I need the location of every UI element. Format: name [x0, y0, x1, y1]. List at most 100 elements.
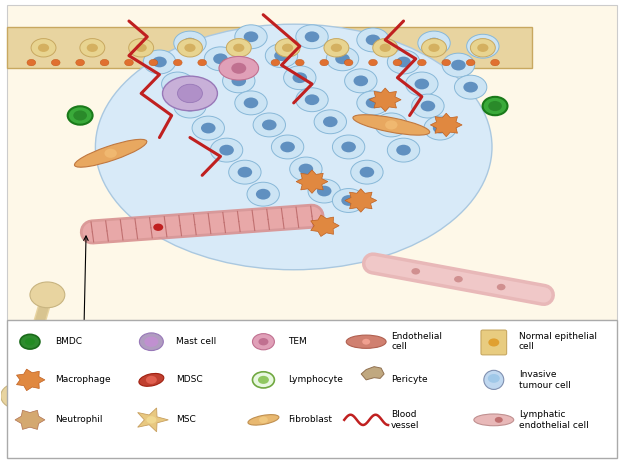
Text: MDSC: MDSC	[176, 375, 203, 384]
Circle shape	[495, 417, 503, 423]
Circle shape	[438, 119, 454, 131]
Circle shape	[293, 72, 307, 83]
Circle shape	[232, 76, 246, 86]
Circle shape	[38, 44, 49, 52]
Circle shape	[31, 39, 56, 57]
Circle shape	[1, 383, 36, 409]
FancyBboxPatch shape	[481, 330, 507, 355]
Circle shape	[253, 113, 285, 137]
Circle shape	[73, 111, 87, 120]
Circle shape	[246, 59, 255, 66]
Circle shape	[388, 138, 420, 162]
Circle shape	[326, 47, 359, 71]
Circle shape	[144, 337, 158, 347]
Circle shape	[357, 28, 389, 52]
Circle shape	[417, 59, 426, 66]
Ellipse shape	[162, 76, 217, 111]
Circle shape	[61, 342, 84, 358]
Text: BMDC: BMDC	[55, 337, 82, 346]
Circle shape	[475, 41, 490, 52]
Circle shape	[262, 119, 276, 130]
Circle shape	[385, 120, 397, 130]
Circle shape	[422, 39, 447, 57]
Circle shape	[20, 334, 40, 349]
Polygon shape	[311, 215, 339, 236]
Ellipse shape	[484, 370, 504, 390]
Ellipse shape	[248, 414, 279, 425]
Circle shape	[274, 50, 289, 61]
Circle shape	[464, 82, 478, 93]
Circle shape	[227, 39, 251, 57]
Circle shape	[373, 39, 397, 57]
Circle shape	[235, 25, 267, 49]
Circle shape	[424, 116, 456, 140]
Circle shape	[296, 88, 328, 112]
FancyBboxPatch shape	[7, 27, 532, 68]
Circle shape	[351, 160, 383, 184]
Circle shape	[87, 44, 98, 52]
Text: Lymphocyte: Lymphocyte	[288, 375, 343, 384]
Circle shape	[477, 44, 489, 52]
Circle shape	[177, 39, 202, 57]
Circle shape	[27, 59, 36, 66]
Circle shape	[198, 59, 207, 66]
Circle shape	[369, 59, 378, 66]
Circle shape	[299, 164, 313, 174]
Circle shape	[341, 142, 356, 152]
Circle shape	[282, 44, 293, 52]
Circle shape	[442, 53, 475, 77]
Circle shape	[442, 59, 451, 66]
Circle shape	[192, 116, 225, 140]
Circle shape	[184, 44, 195, 52]
Circle shape	[204, 47, 236, 71]
Polygon shape	[296, 170, 328, 193]
Circle shape	[304, 176, 320, 188]
Circle shape	[433, 123, 447, 133]
Circle shape	[271, 135, 304, 159]
Circle shape	[335, 53, 350, 64]
Circle shape	[147, 416, 157, 424]
Ellipse shape	[139, 333, 163, 350]
Circle shape	[411, 268, 420, 275]
FancyBboxPatch shape	[7, 320, 617, 458]
Circle shape	[219, 145, 234, 155]
Polygon shape	[431, 113, 462, 136]
Circle shape	[104, 148, 117, 158]
Circle shape	[414, 79, 429, 89]
Circle shape	[238, 167, 252, 177]
Circle shape	[489, 338, 499, 347]
Ellipse shape	[219, 56, 258, 80]
Circle shape	[488, 101, 502, 111]
Circle shape	[323, 116, 338, 127]
Ellipse shape	[353, 115, 430, 135]
Circle shape	[375, 113, 407, 137]
Circle shape	[314, 110, 346, 134]
Circle shape	[317, 186, 331, 196]
Circle shape	[344, 59, 353, 66]
Polygon shape	[16, 369, 45, 390]
Circle shape	[406, 72, 438, 96]
Circle shape	[100, 59, 109, 66]
Circle shape	[253, 372, 275, 388]
Circle shape	[152, 57, 167, 67]
Circle shape	[183, 38, 197, 48]
Circle shape	[454, 276, 463, 283]
Ellipse shape	[74, 139, 147, 167]
FancyArrowPatch shape	[84, 236, 88, 347]
Circle shape	[235, 91, 267, 115]
Text: Fibroblast: Fibroblast	[288, 415, 333, 425]
Circle shape	[366, 35, 380, 45]
Circle shape	[308, 179, 340, 203]
Circle shape	[30, 282, 65, 307]
Circle shape	[144, 50, 175, 74]
Circle shape	[66, 345, 79, 355]
Circle shape	[354, 76, 368, 86]
Circle shape	[135, 44, 147, 52]
Circle shape	[125, 59, 134, 66]
Circle shape	[379, 44, 391, 52]
Circle shape	[170, 79, 185, 89]
Circle shape	[177, 84, 202, 103]
Circle shape	[305, 95, 319, 105]
Circle shape	[275, 39, 300, 57]
Circle shape	[233, 44, 245, 52]
